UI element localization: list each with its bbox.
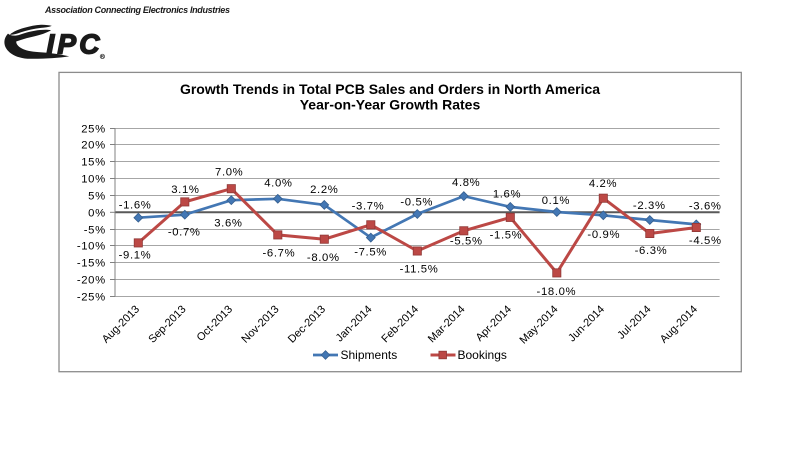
svg-text:-1.6%: -1.6% xyxy=(119,200,152,212)
svg-text:-5.5%: -5.5% xyxy=(450,235,483,247)
svg-text:1.6%: 1.6% xyxy=(493,189,521,201)
svg-text:4.8%: 4.8% xyxy=(452,177,480,189)
svg-text:20%: 20% xyxy=(81,140,106,152)
svg-text:-4.5%: -4.5% xyxy=(689,235,722,247)
svg-text:-0.9%: -0.9% xyxy=(587,229,620,241)
svg-text:-0.7%: -0.7% xyxy=(168,226,201,238)
svg-text:7.0%: 7.0% xyxy=(215,166,243,178)
svg-text:-5%: -5% xyxy=(84,225,106,237)
svg-text:4.0%: 4.0% xyxy=(264,178,292,190)
svg-text:-20%: -20% xyxy=(77,275,106,287)
svg-text:Bookings: Bookings xyxy=(458,348,507,362)
svg-text:-25%: -25% xyxy=(77,292,106,304)
svg-text:Year-on-Year Growth Rates: Year-on-Year Growth Rates xyxy=(300,96,481,112)
svg-text:0%: 0% xyxy=(88,207,106,219)
svg-text:-8.0%: -8.0% xyxy=(307,252,340,264)
svg-text:-6.3%: -6.3% xyxy=(635,245,668,257)
svg-text:-11.5%: -11.5% xyxy=(400,264,439,276)
svg-text:5%: 5% xyxy=(88,191,106,203)
svg-text:15%: 15% xyxy=(81,157,106,169)
svg-text:R: R xyxy=(101,54,105,60)
svg-text:-3.6%: -3.6% xyxy=(689,201,722,213)
svg-text:-10%: -10% xyxy=(77,241,106,253)
svg-text:-3.7%: -3.7% xyxy=(352,201,385,213)
svg-text:-2.3%: -2.3% xyxy=(633,200,666,212)
svg-text:-15%: -15% xyxy=(77,258,106,270)
svg-text:2.2%: 2.2% xyxy=(310,184,338,196)
svg-text:-1.5%: -1.5% xyxy=(490,230,523,242)
svg-text:-6.7%: -6.7% xyxy=(263,247,296,259)
svg-text:4.2%: 4.2% xyxy=(589,178,617,190)
svg-text:-18.0%: -18.0% xyxy=(537,286,577,298)
svg-text:-7.5%: -7.5% xyxy=(354,247,387,259)
svg-text:-9.1%: -9.1% xyxy=(119,249,152,261)
svg-text:Association Connecting Electro: Association Connecting Electronics Indus… xyxy=(44,5,230,15)
svg-text:10%: 10% xyxy=(81,174,106,186)
svg-text:Growth Trends in Total PCB Sal: Growth Trends in Total PCB Sales and Ord… xyxy=(180,81,600,97)
svg-text:Shipments: Shipments xyxy=(341,348,398,362)
svg-text:25%: 25% xyxy=(81,124,106,136)
svg-text:3.1%: 3.1% xyxy=(171,184,199,196)
svg-text:3.6%: 3.6% xyxy=(214,218,242,230)
svg-text:0.1%: 0.1% xyxy=(542,195,570,207)
svg-text:-0.5%: -0.5% xyxy=(400,197,433,209)
